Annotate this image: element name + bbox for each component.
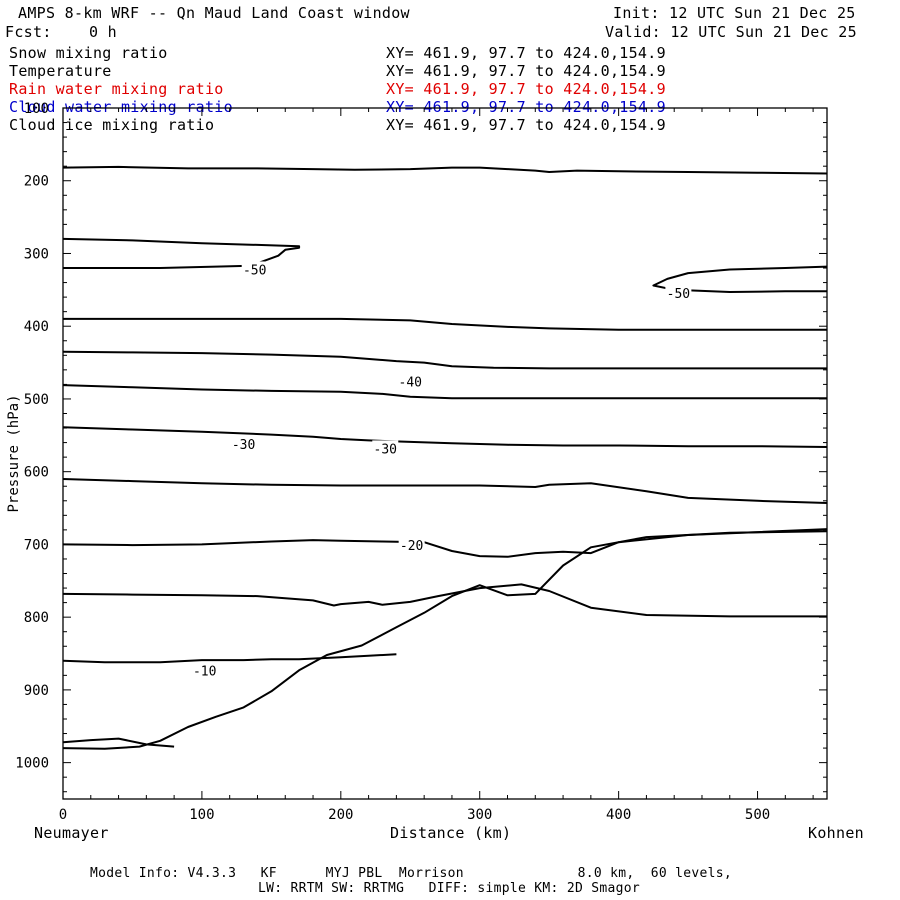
y-tick-label: 600 [24, 465, 49, 481]
contour-label-gap [191, 662, 218, 678]
y-tick-label: 900 [24, 683, 49, 699]
temperature-contour [63, 317, 827, 331]
legend-name: Temperature [9, 62, 112, 80]
legend-xy: XY= 461.9, 97.7 to 424.0,154.9 [386, 116, 666, 134]
temperature-contour [62, 237, 301, 269]
contour-label: -10 [193, 664, 216, 679]
x-tick-label: 500 [745, 807, 770, 823]
legend-xy: XY= 461.9, 97.7 to 424.0,154.9 [386, 44, 666, 62]
x-end-label-right: Kohnen [808, 824, 864, 842]
temperature-contour [62, 583, 827, 618]
legend-name: Snow mixing ratio [9, 44, 168, 62]
contour-label-gap [372, 440, 399, 456]
y-tick-label: 1000 [15, 756, 49, 772]
y-tick-label: 800 [24, 610, 49, 626]
init-time: Init: 12 UTC Sun 21 Dec 25 [613, 4, 856, 22]
y-tick-label: 400 [24, 319, 49, 335]
temperature-contour [62, 653, 397, 664]
chart-title: AMPS 8-km WRF -- Qn Maud Land Coast wind… [18, 4, 410, 22]
valid-time: Valid: 12 UTC Sun 21 Dec 25 [605, 23, 857, 41]
temperature-contour [62, 350, 827, 370]
forecast-hour: Fcst: 0 h [5, 23, 117, 41]
terrain-line [62, 530, 828, 750]
contour-label-gap [397, 373, 424, 389]
contour-label: -20 [400, 539, 423, 554]
legend-name: Cloud water mixing ratio [9, 98, 233, 116]
footer-physics: LW: RRTM SW: RRTMG DIFF: simple KM: 2D S… [258, 881, 640, 896]
x-end-label-left: Neumayer [34, 824, 109, 842]
footer-model-info: Model Info: V4.3.3 KF MYJ PBL Morrison 8… [90, 866, 733, 881]
temperature-contour [62, 426, 828, 448]
legend-xy: XY= 461.9, 97.7 to 424.0,154.9 [386, 80, 666, 98]
contour-label: -40 [399, 375, 422, 390]
temperature-contour [62, 737, 175, 748]
y-tick-label: 500 [24, 392, 49, 408]
legend-xy: XY= 461.9, 97.7 to 424.0,154.9 [386, 98, 666, 116]
temperature-contour [62, 165, 828, 175]
y-tick-label: 300 [24, 246, 49, 262]
x-axis-label: Distance (km) [390, 824, 512, 842]
x-tick-label: 300 [467, 807, 492, 823]
contour-label: -30 [232, 438, 255, 453]
temperature-contour [62, 478, 828, 504]
y-tick-label: 200 [24, 174, 49, 190]
legend-xy: XY= 461.9, 97.7 to 424.0,154.9 [386, 62, 666, 80]
y-tick-label: 700 [24, 537, 49, 553]
legend-name: Rain water mixing ratio [9, 80, 224, 98]
temperature-contour [62, 384, 827, 400]
contour-label-gap [241, 261, 268, 277]
contour-label-gap [665, 284, 692, 300]
plot-frame [62, 107, 828, 800]
x-tick-label: 200 [328, 807, 353, 823]
x-tick-label: 100 [189, 807, 214, 823]
contour-label: -30 [374, 442, 397, 457]
temperature-contour [652, 265, 828, 293]
x-tick-label: 400 [606, 807, 631, 823]
y-tick-label: 100 [24, 101, 49, 117]
contour-label: -50 [243, 263, 266, 278]
legend-name: Cloud ice mixing ratio [9, 116, 215, 134]
contour-label: -50 [667, 287, 690, 302]
contour-label-gap [398, 537, 425, 553]
contour-label-gap [230, 436, 257, 452]
x-tick-label: 0 [59, 807, 67, 823]
y-axis-label: Pressure (hPa) [6, 394, 22, 512]
